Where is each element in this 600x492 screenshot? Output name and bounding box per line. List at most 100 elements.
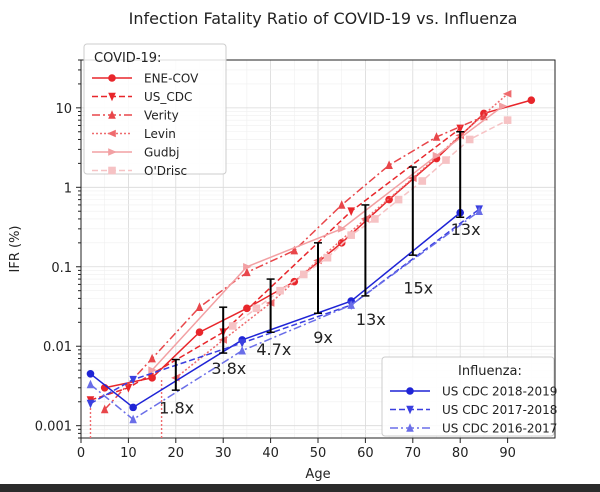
data-point [129, 403, 137, 412]
data-point [290, 245, 299, 255]
legend-box [381, 356, 555, 437]
data-point [503, 116, 512, 124]
legend-label: US CDC 2018-2019 [442, 385, 557, 399]
data-point [347, 231, 355, 239]
legend-marker [108, 92, 116, 102]
ratio-label: 13x [356, 310, 386, 329]
data-point [475, 206, 483, 216]
legend-marker [107, 129, 116, 138]
legend-entry: ENE-COV [92, 72, 199, 86]
data-point [276, 286, 284, 295]
data-point [252, 304, 261, 313]
data-point [243, 267, 251, 277]
x-axis-label: Age [305, 467, 330, 482]
legend-marker [108, 166, 116, 175]
data-point [228, 322, 237, 330]
series-line-us-cdc-2016-2017 [90, 210, 480, 421]
legend-box [83, 43, 227, 175]
data-point [337, 239, 346, 247]
ratio-label: 13x [451, 220, 481, 239]
data-point [394, 195, 403, 204]
ratio-label: 15x [403, 278, 433, 297]
data-point [299, 270, 308, 279]
data-point [129, 375, 137, 385]
data-point [86, 369, 95, 378]
data-point [148, 353, 156, 363]
legend-title: COVID-19: [94, 51, 161, 66]
x-tick-label: 90 [499, 446, 516, 461]
data-point [337, 225, 347, 233]
x-tick-label: 80 [452, 446, 469, 461]
legend-label: Levin [144, 127, 176, 141]
x-tick-label: 0 [77, 446, 85, 461]
data-point [243, 304, 251, 313]
data-point [100, 404, 109, 414]
series-us-cdc-2016-2017 [86, 206, 483, 424]
data-point [238, 345, 246, 355]
legend-label: Gudbj [144, 146, 179, 160]
series-o-drisc [228, 116, 512, 330]
y-tick-label: 0.1 [51, 261, 72, 276]
legend-marker [406, 405, 414, 415]
x-tick-label: 10 [120, 446, 137, 461]
series-line-verity [104, 115, 485, 410]
ratio-bar: 3.8x [211, 306, 246, 378]
legend-covid: COVID-19: ENE-COV US_CDC Verity Levin Gudbj O'… [83, 43, 227, 178]
data-point [347, 300, 355, 309]
legend-marker [108, 74, 116, 82]
legend-entry: US CDC 2017-2018 [390, 403, 557, 417]
series-line-o-drisc [232, 119, 508, 327]
data-point [337, 200, 346, 209]
legend-entry: US CDC 2016-2017 [390, 422, 557, 436]
legend-title: Influenza: [458, 364, 522, 379]
x-tick-label: 40 [262, 446, 279, 461]
ratio-bar: 9x [313, 242, 333, 347]
x-tick-label: 70 [405, 446, 422, 461]
legend-marker [406, 423, 414, 432]
legend-marker [108, 148, 117, 156]
series-verity [100, 111, 488, 414]
ratio-label: 4.7x [256, 340, 291, 359]
legend-flu: Influenza: US CDC 2018-2019 US CDC 2017-20… [381, 356, 557, 437]
data-point [86, 399, 95, 409]
legend-entry: US CDC 2018-2019 [390, 385, 557, 399]
ratio-label: 9x [313, 328, 333, 347]
data-point [243, 262, 252, 271]
data-point [502, 90, 512, 98]
legend-label: US CDC 2017-2018 [442, 403, 557, 417]
legend-label: O'Drisc [144, 164, 187, 178]
legend-entry: Gudbj [92, 146, 179, 160]
chart-title: Infection Fatality Ratio of COVID-19 vs.… [129, 9, 518, 28]
ratio-bar: 15x [403, 166, 433, 297]
data-point [465, 135, 474, 144]
data-point [129, 414, 137, 424]
ratio-label: 1.8x [159, 398, 194, 417]
axis-ticks: 0 10 20 30 40 50 60 70 80 90 0.001 0.01 0.1 1 10 [35, 59, 516, 461]
ratio-label: 3.8x [211, 359, 246, 378]
data-point [499, 102, 508, 110]
data-point [432, 151, 442, 160]
x-tick-label: 50 [310, 446, 327, 461]
data-point [323, 253, 332, 262]
series-gudbj [148, 102, 508, 374]
y-tick-label: 0.001 [35, 420, 72, 435]
data-point [432, 132, 441, 141]
x-tick-label: 60 [357, 446, 374, 461]
legend-label: ENE-COV [144, 72, 199, 86]
legend-label: US CDC 2016-2017 [442, 422, 557, 436]
data-point [124, 383, 133, 393]
data-point [238, 339, 246, 348]
legend-label: Verity [144, 109, 179, 123]
data-point [195, 328, 204, 337]
y-tick-label: 0.01 [43, 340, 72, 355]
data-point [418, 177, 427, 185]
data-point [148, 366, 157, 374]
data-point [148, 374, 156, 382]
data-point [371, 215, 379, 223]
ratio-bar: 1.8x [159, 358, 194, 417]
y-axis-label: IFR (%) [8, 226, 23, 273]
legend-entry: Levin [92, 127, 176, 141]
legend-entry: US_CDC [92, 90, 192, 104]
data-point [385, 160, 393, 169]
